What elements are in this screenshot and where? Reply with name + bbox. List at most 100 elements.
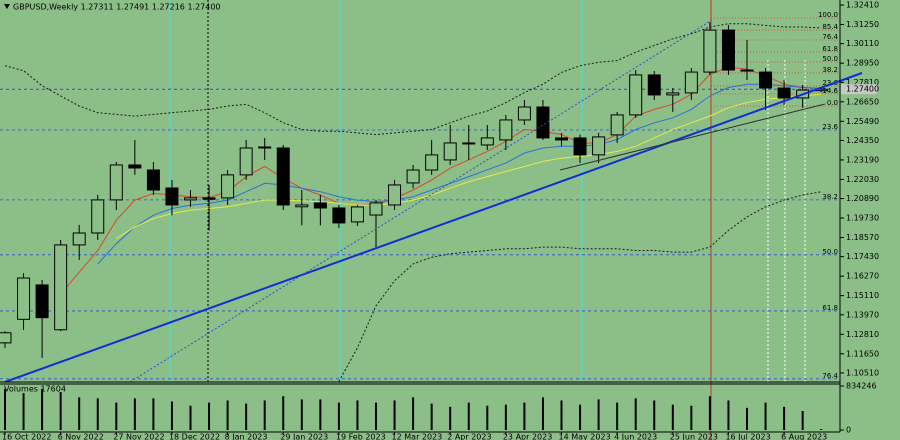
candle-body bbox=[480, 137, 494, 146]
candle-body bbox=[184, 197, 197, 201]
candle-body bbox=[721, 29, 735, 71]
candle-body bbox=[369, 202, 383, 216]
y-tick-label: 1.13970 bbox=[846, 310, 879, 319]
candle-body bbox=[35, 284, 49, 319]
y-tick-label: 1.12810 bbox=[846, 330, 879, 339]
candle-body bbox=[703, 29, 717, 73]
current-price-label: 1.27400 bbox=[846, 85, 879, 94]
indicator-line bbox=[338, 191, 822, 382]
candle-body bbox=[202, 197, 216, 200]
candle-body bbox=[684, 71, 698, 94]
fib-label: 23.6 bbox=[822, 123, 838, 131]
candle-body bbox=[425, 154, 439, 171]
candle-body bbox=[332, 207, 346, 224]
candle-body bbox=[0, 332, 12, 344]
y-tick-label: 1.27810 bbox=[846, 78, 879, 87]
y-tick-label: 1.18570 bbox=[846, 233, 879, 242]
candle-body bbox=[165, 187, 179, 206]
candle-body bbox=[295, 204, 309, 208]
candle-body bbox=[109, 164, 123, 201]
x-tick-label: 4 Jun 2023 bbox=[614, 433, 657, 440]
candle-body bbox=[647, 74, 661, 96]
fib-label: 50.0 bbox=[822, 55, 838, 63]
candle-body bbox=[777, 87, 791, 99]
fib-label: 0.0 bbox=[827, 99, 838, 107]
fib-label: 14.6 bbox=[822, 87, 838, 95]
x-tick-label: 16 Jul 2023 bbox=[725, 433, 770, 440]
fib-label: 76.4 bbox=[822, 372, 838, 380]
y-tick-label: 1.19730 bbox=[846, 214, 879, 223]
x-tick-label: 23 Apr 2023 bbox=[503, 433, 552, 440]
indicator-line bbox=[97, 83, 822, 265]
volume-label: Volumes 17604 bbox=[4, 385, 66, 394]
candle-body bbox=[666, 92, 680, 96]
grid-layer: 100.085.476.461.850.038.223.614.60.023.6… bbox=[0, 11, 840, 380]
y-tick-label: 1.20890 bbox=[846, 194, 879, 203]
y-tick-label: 1.32410 bbox=[846, 1, 879, 10]
candle-body bbox=[128, 164, 142, 169]
trend-line bbox=[4, 72, 863, 383]
fib-label: 61.8 bbox=[822, 45, 838, 53]
candle-body bbox=[610, 114, 624, 136]
fib-label: 50.0 bbox=[822, 248, 838, 256]
fib-label: 100.0 bbox=[818, 11, 838, 19]
x-tick-label: 6 Nov 2022 bbox=[58, 433, 104, 440]
y-tick-label: 1.31250 bbox=[846, 20, 879, 29]
support-line bbox=[559, 103, 826, 171]
candle-body bbox=[146, 169, 160, 191]
x-tick-label: 16 Oct 2022 bbox=[2, 433, 51, 440]
candle-body bbox=[517, 106, 531, 121]
candle-body bbox=[573, 137, 587, 156]
candle-body bbox=[388, 184, 402, 206]
volume-tick-label: 0 bbox=[846, 426, 851, 435]
y-tick-label: 1.22030 bbox=[846, 175, 879, 184]
axis-layer: 1.32410 1.31250 1.30110 1.28950 1.27810 1.266… bbox=[2, 1, 879, 440]
indicator-line bbox=[4, 23, 822, 136]
candle-body bbox=[499, 119, 513, 141]
y-tick-label: 1.16270 bbox=[846, 272, 879, 281]
fib-label: 76.4 bbox=[822, 33, 838, 41]
y-tick-label: 1.30110 bbox=[846, 39, 879, 48]
y-tick-label: 1.24350 bbox=[846, 136, 879, 145]
candle-body bbox=[592, 136, 606, 156]
candle-body bbox=[17, 277, 31, 320]
x-tick-label: 8 Jan 2023 bbox=[225, 433, 268, 440]
candle-body bbox=[759, 71, 773, 89]
y-tick-label: 1.25490 bbox=[846, 117, 879, 126]
fib-label: 38.2 bbox=[822, 193, 838, 201]
candle-body bbox=[350, 206, 364, 223]
fib-label: 23.6 bbox=[822, 79, 838, 87]
candle-body bbox=[555, 137, 568, 141]
y-tick-label: 1.23190 bbox=[846, 155, 879, 164]
candle-body bbox=[462, 142, 476, 145]
candle-body bbox=[54, 244, 68, 331]
fib-label: 61.8 bbox=[822, 304, 838, 312]
chart-title: GBPUSD,Weekly 1.27311 1.27491 1.27216 1.… bbox=[13, 3, 221, 12]
x-tick-label: 27 Nov 2022 bbox=[113, 433, 164, 440]
y-tick-label: 1.26650 bbox=[846, 97, 879, 106]
candle-body bbox=[313, 202, 327, 209]
fib-label: 85.4 bbox=[822, 23, 838, 31]
current-price-box bbox=[841, 84, 877, 95]
x-tick-label: 19 Feb 2023 bbox=[336, 433, 386, 440]
candle-body bbox=[629, 74, 643, 116]
y-tick-label: 1.15110 bbox=[846, 291, 879, 300]
x-tick-label: 6 Aug 2023 bbox=[781, 433, 827, 440]
candle-body bbox=[740, 69, 754, 72]
x-tick-label: 14 May 2023 bbox=[559, 433, 611, 440]
y-tick-label: 1.11650 bbox=[846, 349, 879, 358]
volume-tick-label: 834246 bbox=[846, 382, 877, 391]
candle-body bbox=[221, 174, 235, 199]
x-tick-label: 2 Apr 2023 bbox=[447, 433, 491, 440]
candle-body bbox=[72, 232, 86, 246]
plot-layer bbox=[0, 22, 840, 430]
fib-label: 38.2 bbox=[822, 66, 838, 74]
candle-body bbox=[239, 147, 253, 176]
y-tick-label: 1.17430 bbox=[846, 252, 879, 261]
y-tick-label: 1.28950 bbox=[846, 59, 879, 68]
candle-body bbox=[276, 147, 290, 206]
x-tick-label: 12 Mar 2023 bbox=[392, 433, 443, 440]
candle-body bbox=[258, 146, 272, 149]
